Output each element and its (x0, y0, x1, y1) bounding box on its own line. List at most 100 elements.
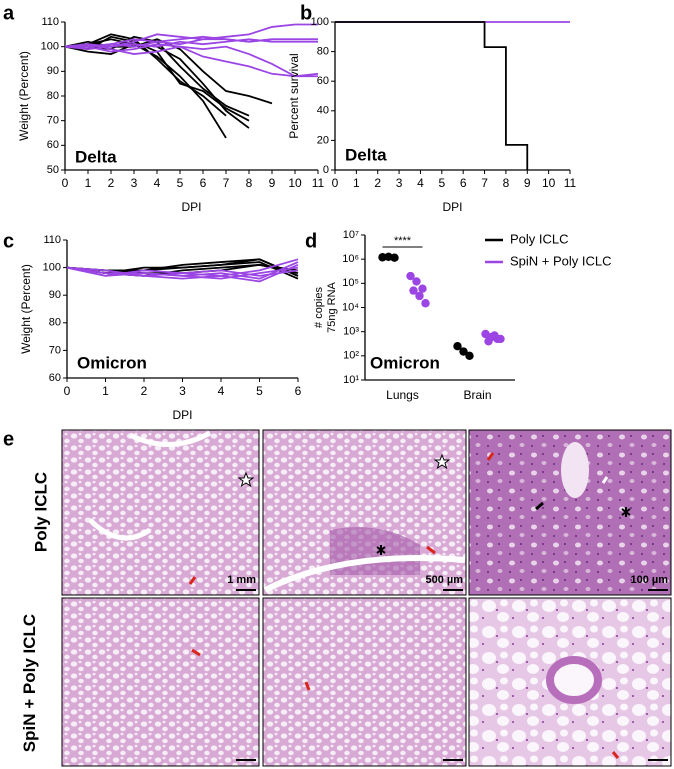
x-tick-label: Lungs (386, 388, 419, 402)
y-tick-label: 20 (317, 134, 329, 146)
y-tick-label: 100 (311, 16, 329, 28)
data-point (415, 291, 424, 301)
y-tick-label: 0 (323, 164, 329, 176)
data-point (412, 277, 421, 286)
x-tick-label: 10 (288, 176, 302, 190)
x-tick-label: 6 (295, 384, 302, 398)
asterisks (376, 507, 631, 555)
data-point (378, 253, 387, 262)
y-axis-label: # copies (313, 287, 325, 328)
x-tick-label: 2 (108, 176, 115, 190)
scale-bar-label: 500 µm (425, 574, 463, 586)
y-tick-label: 10² (343, 350, 359, 362)
panel-label: b (300, 2, 312, 24)
x-tick-label: 3 (396, 176, 403, 190)
y-tick-label: 100 (43, 262, 61, 274)
weight-line (65, 35, 318, 48)
y-tick-label: 10⁶ (342, 253, 359, 265)
x-tick-label: 7 (481, 176, 488, 190)
y-tick-label: 10⁷ (343, 229, 359, 241)
image-spin-mid (262, 597, 467, 767)
significance-label: **** (394, 235, 412, 247)
survival-curve (335, 21, 529, 170)
x-axis-label: DPI (442, 200, 462, 214)
data-point (496, 334, 505, 344)
data-point (484, 337, 493, 346)
vessel (561, 442, 589, 498)
x-tick-label: 4 (417, 176, 424, 190)
y-tick-label: 60 (317, 75, 329, 87)
x-axis-label: DPI (181, 200, 201, 214)
y-axis-label: Weight (Percent) (19, 264, 33, 354)
x-tick-label: 8 (503, 176, 510, 190)
x-tick-label: 2 (374, 176, 381, 190)
vessel (546, 656, 602, 704)
data-point (409, 286, 418, 295)
row-label: Poly ICLC (31, 472, 50, 552)
y-tick-label: 40 (317, 105, 329, 117)
histology-images: 1 mm 500 µm 100 µm (61, 429, 672, 767)
x-tick-label: 6 (460, 176, 467, 190)
y-axis-label: Weight (Percent) (17, 51, 31, 141)
data-point (390, 253, 399, 262)
x-tick-label: 4 (218, 384, 225, 398)
x-tick-label: 5 (177, 176, 184, 190)
scale-bars (236, 589, 668, 761)
x-tick-label: 0 (62, 176, 69, 190)
airway (88, 430, 212, 541)
x-tick-label: 4 (154, 176, 161, 190)
x-tick-label: 9 (269, 176, 276, 190)
weight-line (64, 33, 227, 117)
y-tick-label: 50 (47, 164, 59, 176)
arrow (601, 476, 609, 484)
legend-label: SpiN + Poly ICLC (510, 253, 612, 268)
y-tick-label: 100 (41, 41, 59, 53)
y-tick-label: 80 (317, 46, 329, 58)
y-axis-label: Percent survival (287, 53, 301, 138)
scale-bar-label: 100 µm (630, 574, 668, 586)
panel-label: a (3, 2, 15, 24)
x-tick-label: 8 (246, 176, 253, 190)
panel-label: c (3, 230, 14, 252)
x-tick-label: 1 (102, 384, 109, 398)
data-point (406, 271, 415, 281)
annotation: Delta (345, 145, 387, 164)
y-tick-label: 80 (49, 317, 61, 329)
y-axis-label: 75ng RNA (326, 281, 338, 332)
annotation: Delta (75, 147, 117, 166)
y-tick-label: 10⁴ (342, 301, 359, 313)
x-tick-label: 0 (64, 384, 71, 398)
y-tick-label: 70 (49, 344, 61, 356)
arrow (535, 501, 544, 511)
row-label-box: SpiN + Poly ICLC (20, 614, 39, 752)
weight-line (66, 264, 299, 283)
y-tick-label: 110 (43, 234, 61, 246)
data-point (418, 284, 427, 293)
weight-line (64, 43, 319, 78)
panel-label: e (3, 428, 14, 450)
x-tick-label: 1 (353, 176, 360, 190)
x-tick-label: 6 (200, 176, 207, 190)
y-tick-label: 70 (47, 115, 59, 127)
annotation: Omicron (77, 353, 147, 372)
y-tick-label: 60 (47, 139, 59, 151)
annotation: Omicron (370, 353, 440, 372)
x-tick-label: 11 (564, 176, 577, 190)
scale-bar-label: 1 mm (227, 574, 256, 586)
x-tick-label: 3 (131, 176, 138, 190)
y-tick-label: 10³ (343, 326, 359, 338)
weight-line (64, 38, 318, 51)
stars (237, 453, 451, 488)
arrows (188, 452, 620, 759)
weight-line (66, 266, 299, 280)
data-point (421, 299, 430, 308)
y-tick-label: 80 (47, 90, 59, 102)
x-tick-label: 9 (524, 176, 531, 190)
panel-label: d (305, 230, 317, 252)
y-tick-label: 10⁵ (342, 277, 359, 289)
y-tick-label: 60 (49, 372, 61, 384)
data-point (459, 347, 468, 356)
x-tick-label: 10 (542, 176, 556, 190)
legend-label: Poly ICLC (510, 231, 569, 246)
